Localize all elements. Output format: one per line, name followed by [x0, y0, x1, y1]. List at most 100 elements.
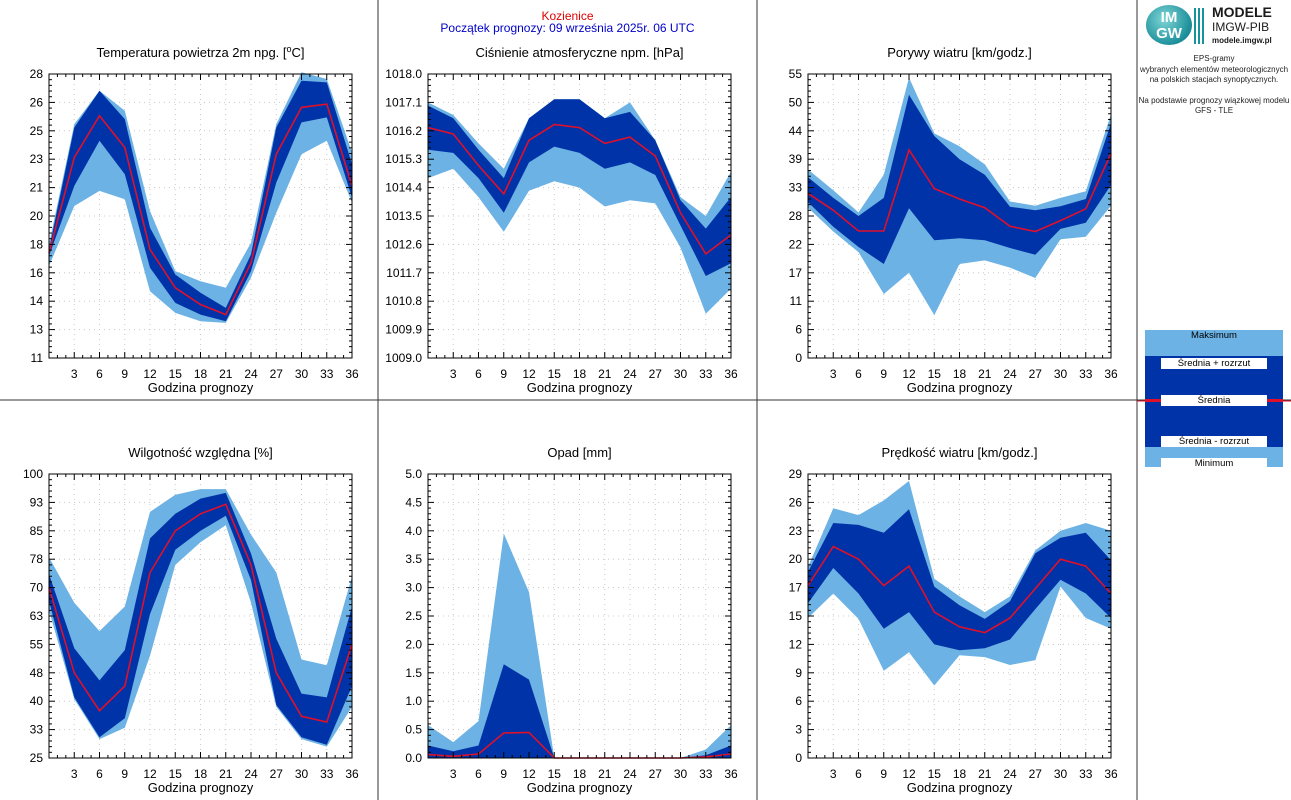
- x-axis-label: Godzina prognozy: [527, 380, 633, 395]
- x-tick-label: 15: [548, 367, 562, 381]
- y-tick-label: 9: [795, 666, 802, 680]
- y-tick-label: 55: [30, 637, 44, 651]
- x-axis-label: Godzina prognozy: [148, 380, 254, 395]
- y-tick-label: 4.0: [405, 524, 422, 538]
- y-tick-label: 5.0: [405, 467, 422, 481]
- chart-title: Prędkość wiatru [km/godz.]: [881, 445, 1037, 460]
- x-tick-label: 3: [71, 367, 78, 381]
- y-tick-label: 11: [31, 351, 44, 365]
- y-tick-label: 20: [30, 209, 44, 223]
- y-tick-label: 23: [30, 152, 44, 166]
- imgw-logo: IM GW MODELE IMGW-PIB modele.imgw.pl: [1142, 2, 1287, 48]
- band-spread: [49, 80, 352, 322]
- x-tick-label: 30: [674, 767, 688, 781]
- y-tick-label: 29: [789, 467, 803, 481]
- y-tick-label: 18: [30, 237, 44, 251]
- y-tick-label: 1018.0: [385, 67, 422, 81]
- y-tick-label: 6: [795, 323, 802, 337]
- y-tick-label: 1011.7: [386, 266, 422, 280]
- x-tick-label: 18: [953, 767, 967, 781]
- x-tick-label: 18: [573, 767, 587, 781]
- y-tick-label: 0.5: [405, 723, 422, 737]
- y-tick-label: 1017.1: [385, 95, 422, 109]
- y-tick-label: 40: [30, 694, 44, 708]
- y-tick-label: 20: [789, 552, 803, 566]
- y-tick-label: 70: [30, 581, 44, 595]
- y-tick-label: 33: [30, 723, 44, 737]
- y-tick-label: 15: [789, 609, 803, 623]
- y-tick-label: 55: [789, 67, 803, 81]
- x-tick-label: 24: [1003, 767, 1017, 781]
- y-tick-label: 48: [30, 666, 44, 680]
- y-tick-label: 1009.9: [385, 323, 422, 337]
- band-spread: [428, 664, 731, 758]
- x-tick-label: 15: [548, 767, 562, 781]
- y-tick-label: 1010.8: [385, 294, 422, 308]
- y-tick-label: 100: [23, 467, 43, 481]
- x-tick-label: 33: [699, 767, 713, 781]
- band-spread: [808, 509, 1111, 651]
- x-tick-label: 27: [270, 367, 284, 381]
- y-tick-label: 3.0: [405, 581, 422, 595]
- x-tick-label: 9: [880, 367, 887, 381]
- x-tick-label: 27: [649, 767, 663, 781]
- x-tick-label: 3: [450, 367, 457, 381]
- x-tick-label: 3: [830, 767, 837, 781]
- chart-title: Porywy wiatru [km/godz.]: [887, 45, 1032, 60]
- y-tick-label: 21: [30, 181, 44, 195]
- x-tick-label: 12: [522, 367, 536, 381]
- x-tick-label: 12: [902, 367, 916, 381]
- x-axis-label: Godzina prognozy: [148, 780, 254, 795]
- y-tick-label: 85: [30, 524, 44, 538]
- y-tick-label: 11: [790, 294, 803, 308]
- y-tick-label: 25: [30, 124, 44, 138]
- forecast-start: Początek prognozy: 09 września 2025r. 06…: [440, 21, 695, 35]
- y-tick-label: 78: [30, 552, 44, 566]
- y-tick-label: 25: [30, 751, 44, 765]
- logo-line2: IMGW-PIB: [1212, 20, 1270, 34]
- y-tick-label: 28: [789, 209, 803, 223]
- x-tick-label: 12: [143, 767, 157, 781]
- y-tick-label: 28: [30, 67, 44, 81]
- logo-line3: modele.imgw.pl: [1212, 36, 1272, 45]
- y-tick-label: 17: [789, 266, 803, 280]
- band-spread: [808, 94, 1111, 264]
- legend: Maksimum Średnia + rozrzut Średnia Średn…: [1145, 330, 1283, 469]
- chart-title: Temperatura powietrza 2m npg. [oC]: [96, 44, 304, 60]
- x-axis-label: Godzina prognozy: [907, 380, 1013, 395]
- y-tick-label: 1012.6: [385, 237, 422, 251]
- y-tick-label: 6: [795, 694, 802, 708]
- x-tick-label: 27: [270, 767, 284, 781]
- x-tick-label: 30: [295, 367, 309, 381]
- x-tick-label: 33: [320, 767, 334, 781]
- mean-line: [48, 503, 353, 723]
- x-tick-label: 21: [219, 767, 233, 781]
- y-tick-label: 0: [795, 351, 802, 365]
- x-tick-label: 36: [724, 367, 738, 381]
- x-tick-label: 24: [623, 367, 637, 381]
- x-tick-label: 6: [96, 367, 103, 381]
- y-tick-label: 12: [789, 637, 803, 651]
- chart-title: Ciśnienie atmosferyczne npm. [hPa]: [475, 45, 683, 60]
- legend-mean-minus: Średnia - rozrzut: [1161, 436, 1267, 447]
- logo-bars: [1194, 8, 1206, 44]
- x-tick-label: 9: [121, 767, 128, 781]
- x-tick-label: 21: [978, 367, 992, 381]
- x-tick-label: 24: [623, 767, 637, 781]
- y-tick-label: 1.5: [405, 666, 422, 680]
- y-tick-label: 1014.4: [385, 181, 422, 195]
- x-tick-label: 6: [96, 767, 103, 781]
- y-tick-label: 63: [30, 609, 44, 623]
- x-tick-label: 15: [169, 367, 183, 381]
- chart-title: Wilgotność względna [%]: [128, 445, 273, 460]
- x-tick-label: 21: [598, 767, 612, 781]
- x-axis-label: Godzina prognozy: [527, 780, 633, 795]
- x-tick-label: 18: [194, 767, 208, 781]
- pressure-chart: 1009.0 1009.9 1010.8 1011.7 1012.6 1013.5 1014…: [385, 45, 738, 395]
- y-tick-label: 23: [789, 524, 803, 538]
- x-tick-label: 15: [928, 367, 942, 381]
- x-tick-label: 30: [1054, 367, 1068, 381]
- y-tick-label: 17: [789, 581, 803, 595]
